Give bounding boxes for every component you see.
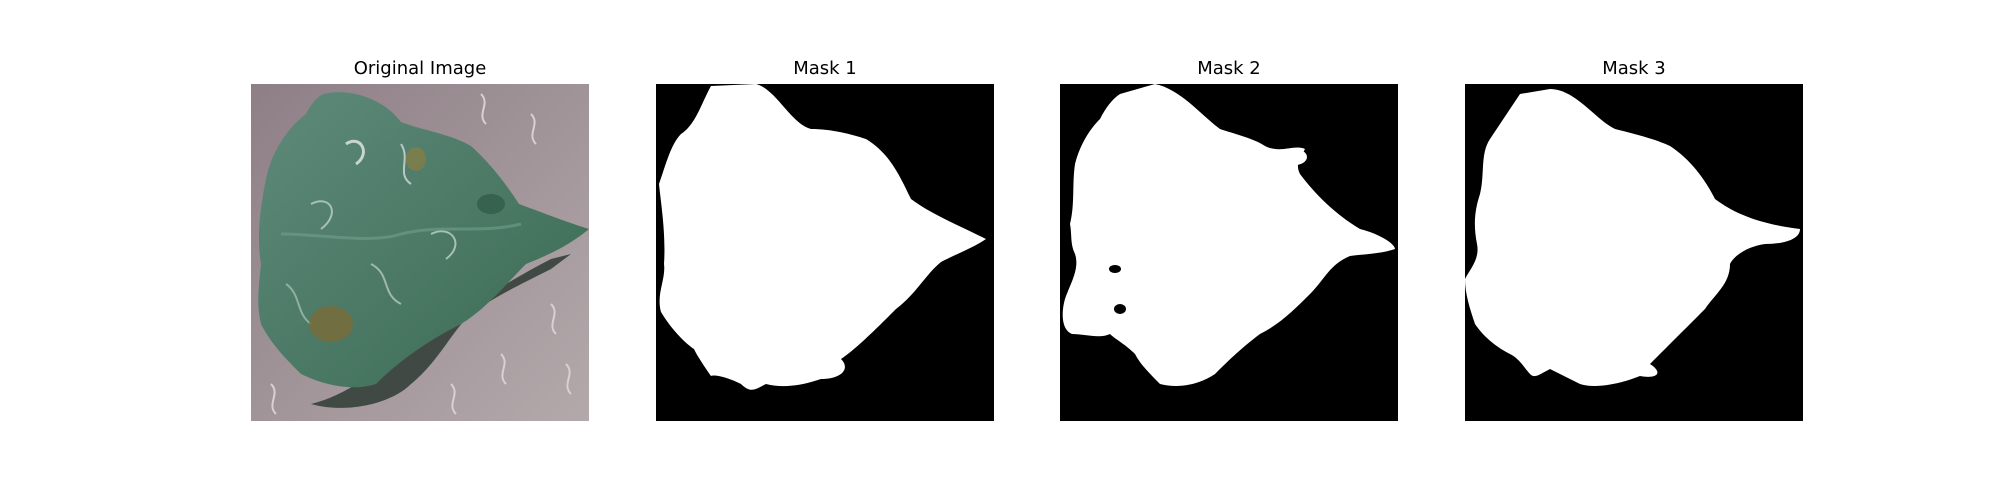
mask-1-shape: [656, 84, 994, 421]
mask-1-image: [656, 84, 994, 421]
panel-title: Mask 3: [1602, 58, 1666, 79]
panel-title: Original Image: [353, 58, 487, 79]
original-photo: [251, 84, 589, 421]
panel-title: Mask 2: [1197, 58, 1261, 79]
panel-title: Mask 1: [793, 58, 857, 79]
mask-2-shape: [1060, 84, 1398, 421]
mask-2-image: [1060, 84, 1398, 421]
mask-3-image: [1465, 84, 1803, 421]
original-image: [251, 84, 589, 421]
mask-3-shape: [1465, 84, 1803, 421]
